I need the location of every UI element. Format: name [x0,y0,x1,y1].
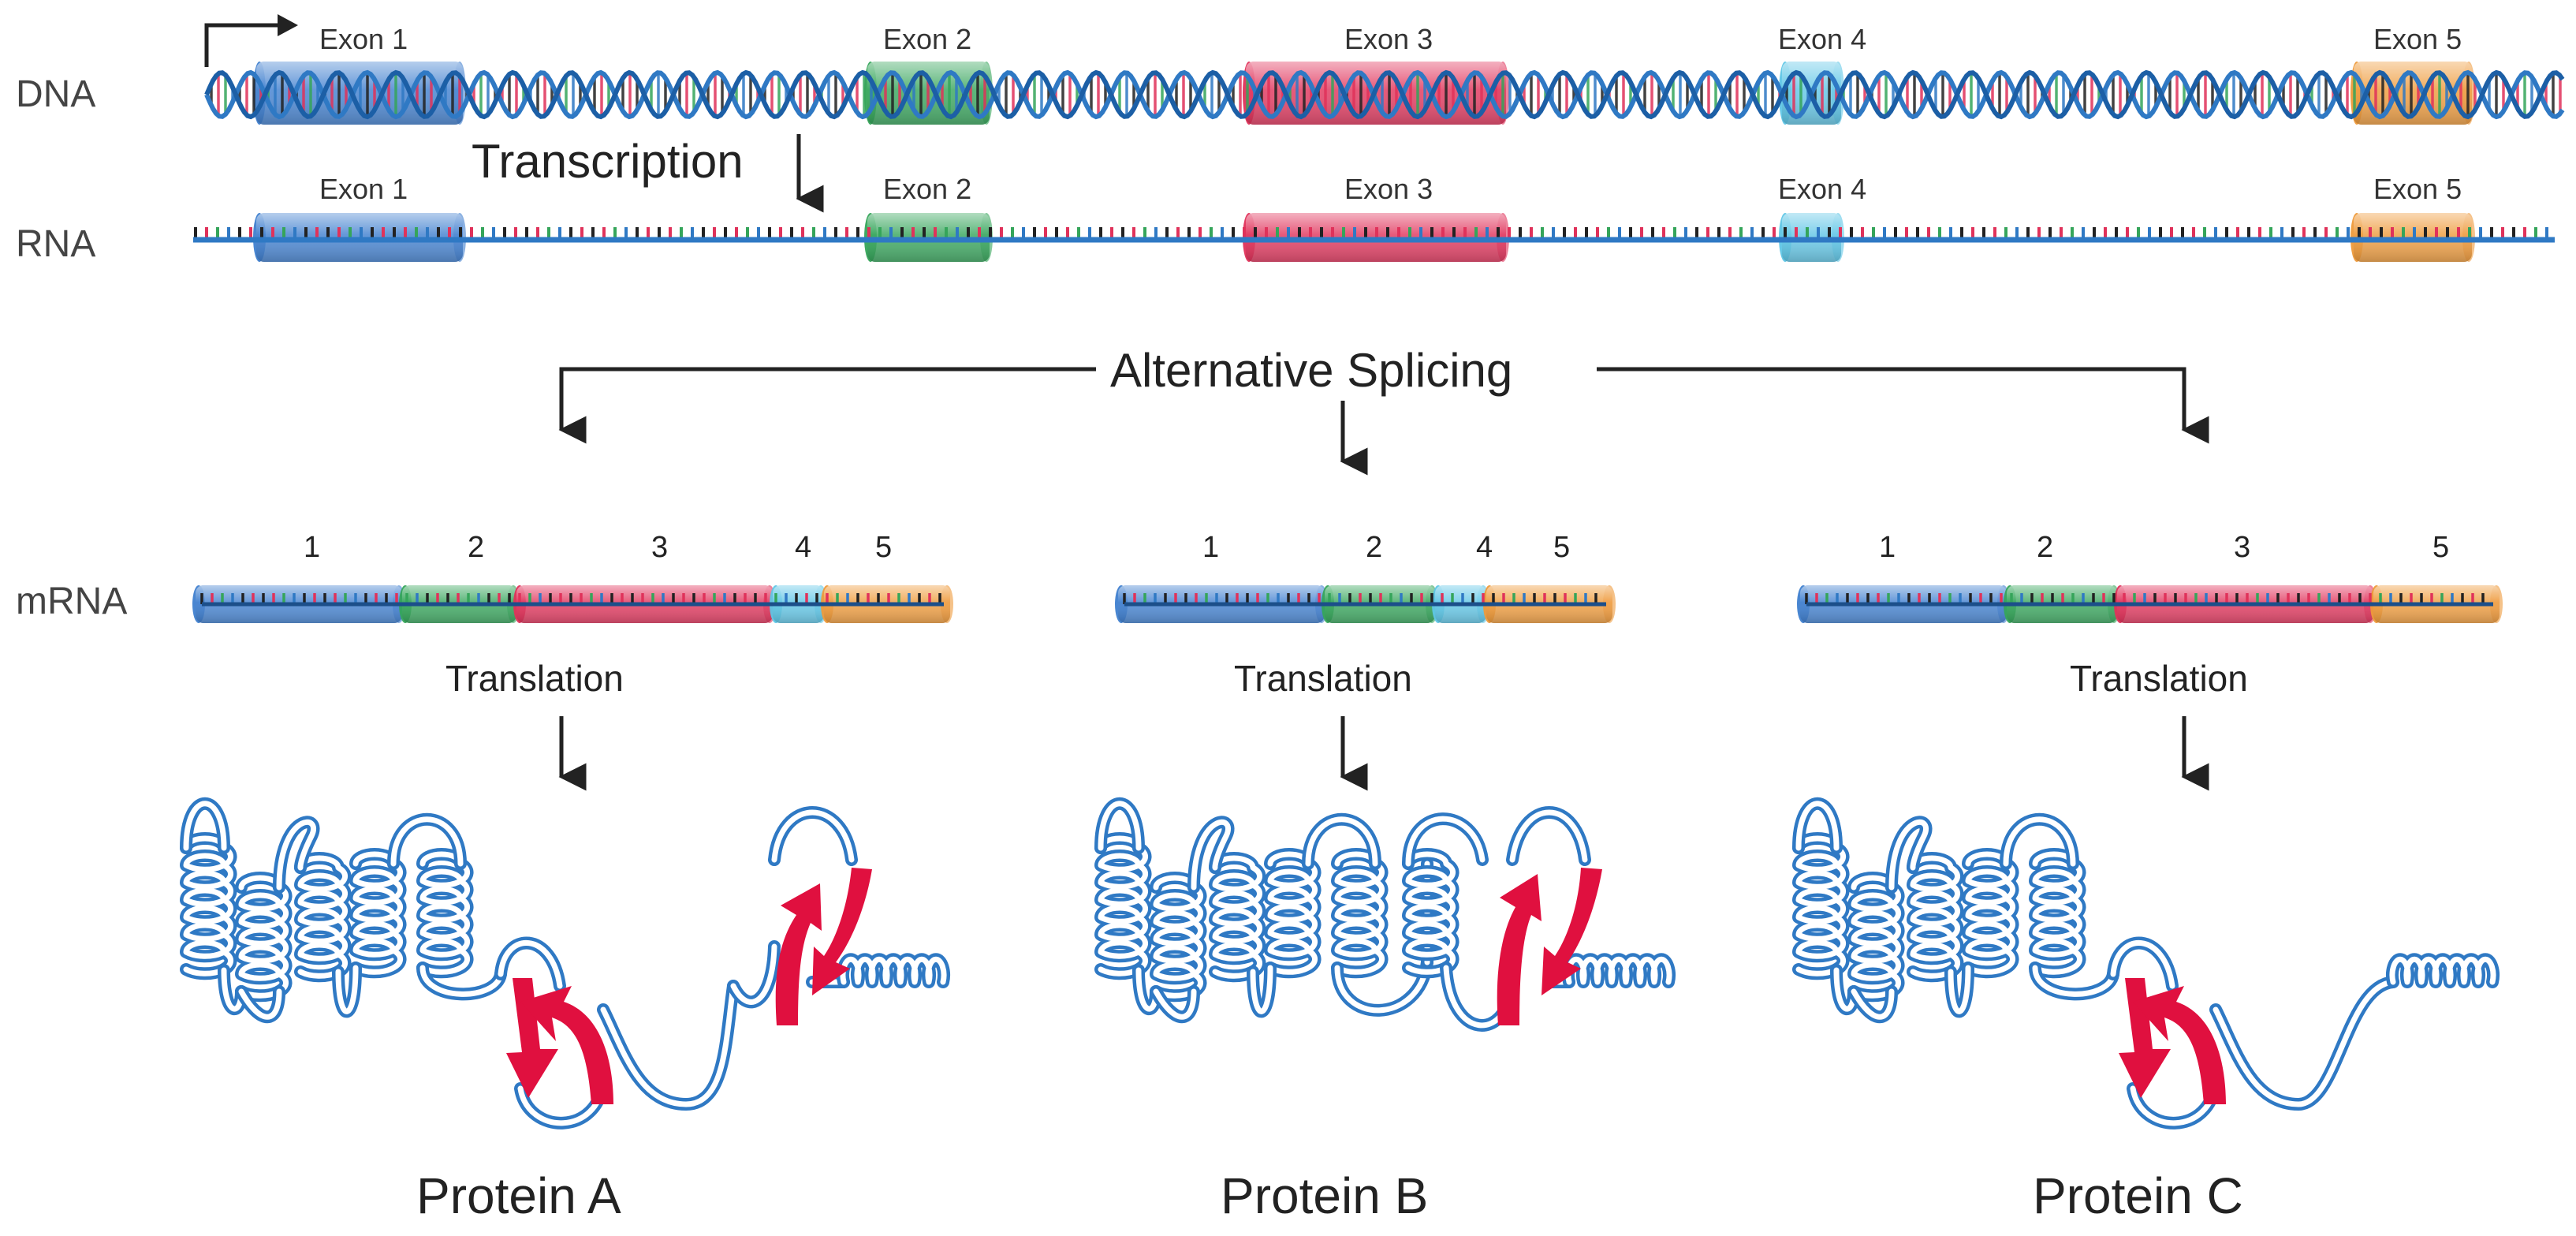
mrna-isoform-b [1115,585,1616,623]
protein-b-beta-strand-2 [1541,868,1602,995]
dna-exon-1-label: Exon 1 [319,23,408,55]
dna-exon-labels: Exon 1 Exon 2 Exon 3 Exon 4 Exon 5 [319,23,2462,55]
dna-label: DNA [16,73,95,115]
rna-exon-5-label: Exon 5 [2373,173,2462,205]
protein-c-label: Protein C [2033,1167,2243,1224]
splicing-connector [558,367,2209,476]
mrna-a-num-3: 3 [651,531,668,564]
protein-a-beta-strand-1 [506,978,558,1098]
mrna-b-num-4: 4 [1476,531,1493,564]
translation-label-a: Translation [445,658,624,699]
mrna-b-exon-numbers: 1 2 4 5 [1202,531,1570,564]
rna-exon-1-label: Exon 1 [319,173,408,205]
mrna-a-num-2: 2 [468,531,484,564]
mrna-isoform-a [192,585,953,623]
protein-a-beta-strand-4 [812,868,872,995]
mrna-isoform-c [1797,585,2503,623]
alternative-splicing-label: Alternative Splicing [1110,344,1512,397]
translation-label-c: Translation [2070,658,2248,699]
mrna-c-num-2: 2 [2037,531,2053,564]
protein-b-beta-strand-1 [1497,874,1541,1025]
mrna-label: mRNA [16,581,127,622]
mrna-a-num-4: 4 [795,531,811,564]
rna-strand [193,227,2555,243]
dna-exon-2-label: Exon 2 [883,23,971,55]
mrna-a-num-5: 5 [875,531,892,564]
protein-a-label: Protein A [416,1167,621,1224]
protein-b-structure [1094,797,1676,1032]
transcription-label: Transcription [472,135,744,188]
mrna-a-num-1: 1 [304,531,320,564]
rna-label: RNA [16,223,95,265]
mrna-b-num-5: 5 [1553,531,1570,564]
mrna-c-exon-numbers: 1 2 3 5 [1879,531,2449,564]
mrna-c-num-3: 3 [2234,531,2250,564]
protein-a-beta-strand-3 [775,883,822,1025]
protein-b-label: Protein B [1221,1167,1428,1224]
rna-exon-4-label: Exon 4 [1778,173,1866,205]
mrna-a-exon-numbers: 1 2 3 4 5 [304,531,892,564]
translation-label-b: Translation [1234,658,1412,699]
dna-exon-3-label: Exon 3 [1344,23,1433,55]
rna-exon-labels: Exon 1 Exon 2 Exon 3 Exon 4 Exon 5 [319,173,2462,205]
protein-a-beta-strand-2 [520,986,613,1104]
mrna-b-num-2: 2 [1366,531,1382,564]
mrna-c-num-1: 1 [1879,531,1896,564]
rna-exon-3-label: Exon 3 [1344,173,1433,205]
dna-exon-4-label: Exon 4 [1778,23,1866,55]
protein-c-beta-strand-1 [2119,978,2171,1098]
protein-c-structure [1792,797,2500,1130]
dna-exon-5-label: Exon 5 [2373,23,2462,55]
mrna-b-num-1: 1 [1202,531,1219,564]
protein-a-structure [180,797,950,1130]
promoter-arrow-icon [204,14,298,67]
protein-c-beta-strand-2 [2133,986,2226,1104]
dna-double-helix [204,69,2565,120]
rna-exon-2-label: Exon 2 [883,173,971,205]
mrna-c-num-5: 5 [2432,531,2449,564]
